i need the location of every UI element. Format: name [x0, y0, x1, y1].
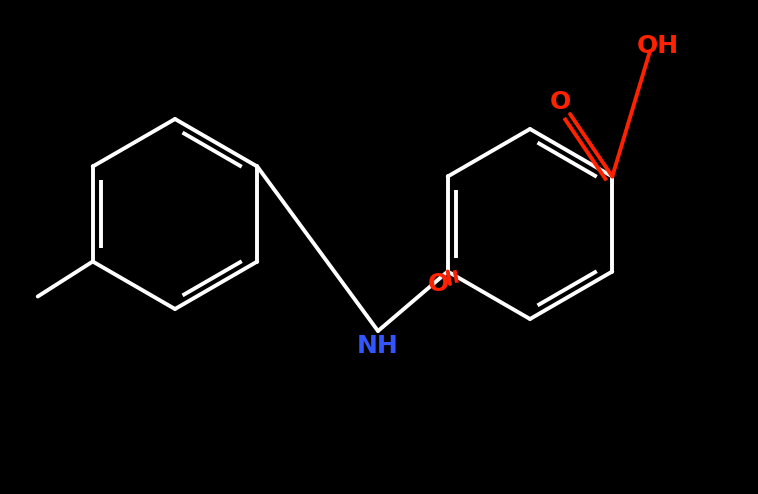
Text: O: O	[428, 272, 449, 296]
Text: O: O	[550, 90, 571, 114]
Text: OH: OH	[637, 34, 679, 58]
Text: NH: NH	[357, 334, 399, 358]
